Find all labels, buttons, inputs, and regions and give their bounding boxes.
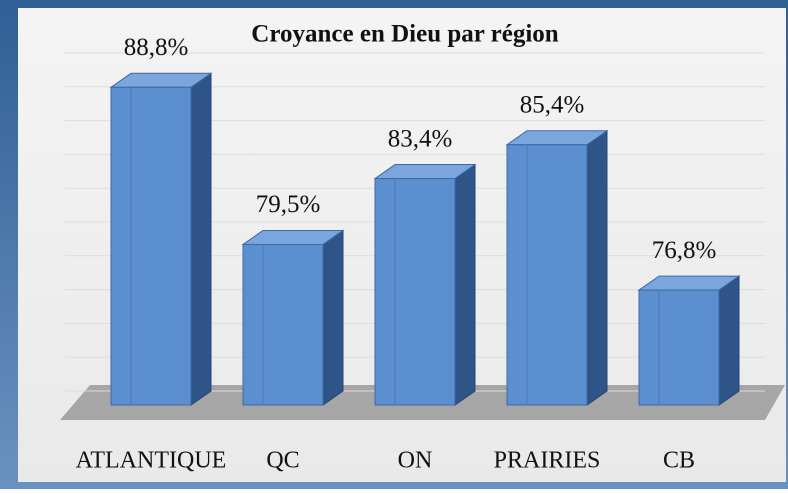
data-label: 85,4% [520,91,585,118]
bar-side [718,275,740,406]
chart-title: Croyance en Dieu par région [251,21,558,48]
x-tick-label: ON [398,448,433,474]
data-label: 76,8% [652,237,717,264]
data-label: 79,5% [256,191,321,218]
data-label: 88,8% [124,34,189,61]
bar [110,86,192,406]
bar-side [322,229,344,406]
bars: 88,8% 79,5% 83,4% 85,4% 76,8% [109,34,741,406]
bar-side [454,163,476,406]
x-tick-label: ATLANTIQUE [76,448,227,474]
x-tick-label: QC [266,448,299,474]
x-tick-label: PRAIRIES [494,448,601,474]
bar [242,243,324,406]
bar-side [586,129,608,406]
data-label: 83,4% [388,125,453,152]
bar [506,144,588,406]
bar [374,178,456,406]
x-tick-label: CB [663,448,695,474]
bar [638,289,720,406]
bar-side [190,72,212,406]
